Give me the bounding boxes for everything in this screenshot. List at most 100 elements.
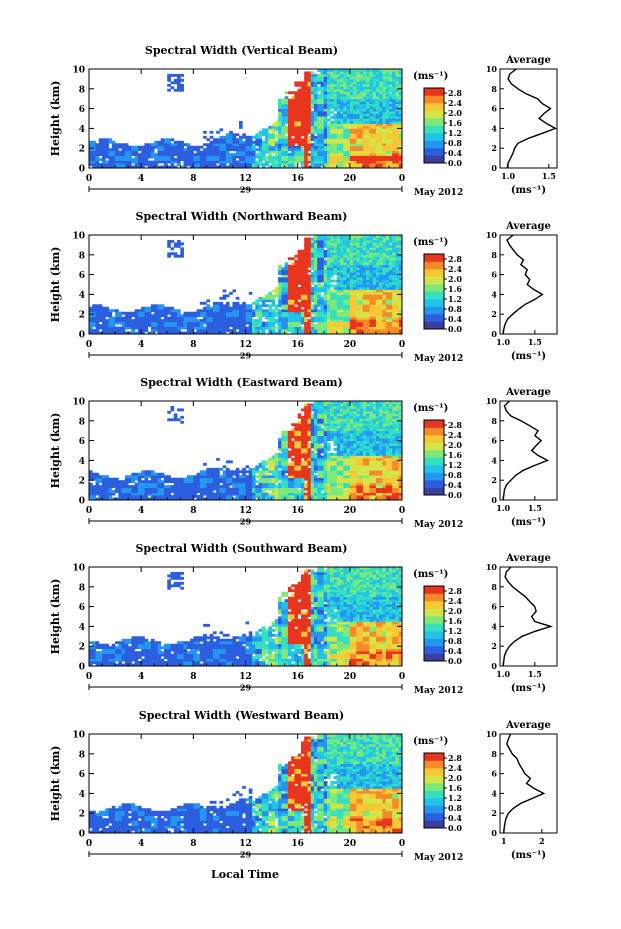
heatmap-cell bbox=[372, 326, 377, 330]
heatmap-cell bbox=[154, 490, 158, 493]
heatmap-cell bbox=[359, 91, 364, 95]
heatmap-cell bbox=[124, 153, 129, 157]
heatmap-cell bbox=[177, 485, 181, 489]
heatmap-cell bbox=[362, 138, 367, 142]
heatmap-cell bbox=[317, 321, 321, 325]
heatmap-cell bbox=[356, 118, 361, 122]
heatmap-cell bbox=[177, 495, 181, 498]
heatmap-cell bbox=[248, 467, 253, 471]
heatmap-cell bbox=[300, 148, 305, 152]
heatmap-cell bbox=[340, 311, 344, 315]
heatmap-cell bbox=[268, 291, 272, 295]
heatmap-cell bbox=[193, 331, 197, 335]
heatmap-cell bbox=[225, 306, 230, 310]
heatmap-cell bbox=[388, 128, 393, 132]
heatmap-cell bbox=[284, 138, 289, 142]
heatmap-cell bbox=[313, 160, 318, 164]
x-tick-label: 8 bbox=[190, 340, 196, 350]
heatmap-cell bbox=[336, 291, 341, 295]
heatmap-cell bbox=[343, 106, 347, 110]
heatmap-cell bbox=[369, 239, 374, 243]
heatmap-cell bbox=[372, 311, 377, 315]
heatmap-cell bbox=[336, 274, 341, 278]
heatmap-cell bbox=[222, 329, 227, 332]
heatmap-cell bbox=[304, 153, 308, 157]
heatmap-cell bbox=[362, 321, 367, 325]
heatmap-cell bbox=[388, 272, 393, 276]
heatmap-cell bbox=[248, 326, 253, 330]
y-axis-label: Height (km) bbox=[49, 247, 62, 323]
heatmap-cell bbox=[307, 155, 312, 159]
heatmap-cell bbox=[294, 269, 299, 273]
heatmap-cell bbox=[248, 291, 253, 295]
heatmap-cell bbox=[141, 480, 145, 484]
heatmap-cell bbox=[379, 244, 383, 248]
heatmap-cell bbox=[170, 150, 175, 154]
heatmap-cell bbox=[291, 262, 295, 266]
heatmap-cell bbox=[271, 128, 276, 132]
heatmap-cell bbox=[366, 286, 370, 290]
heatmap-cell bbox=[388, 289, 393, 293]
heatmap-cell bbox=[340, 113, 344, 117]
heatmap-cell bbox=[190, 321, 194, 325]
heatmap-cell bbox=[307, 301, 312, 305]
heatmap-cell bbox=[362, 239, 367, 243]
heatmap-cell bbox=[333, 160, 338, 164]
heatmap-cell bbox=[294, 111, 299, 114]
heatmap-cell bbox=[89, 319, 93, 323]
heatmap-cell bbox=[346, 269, 351, 273]
heatmap-cell bbox=[278, 286, 282, 290]
heatmap-cell bbox=[317, 101, 321, 105]
heatmap-cell bbox=[268, 321, 272, 325]
heatmap-cell bbox=[186, 475, 191, 479]
heatmap-cell bbox=[310, 96, 315, 100]
heatmap-cell bbox=[137, 309, 142, 313]
heatmap-cell bbox=[248, 138, 253, 142]
heatmap-cell bbox=[356, 306, 361, 310]
colorbar: 0.00.40.81.21.62.02.42.8 bbox=[423, 87, 462, 168]
heatmap-cell bbox=[206, 495, 211, 498]
heatmap-cell bbox=[252, 160, 256, 164]
heatmap-cell bbox=[320, 254, 325, 258]
heatmap-cell bbox=[216, 319, 220, 323]
heatmap-cell bbox=[388, 269, 393, 273]
heatmap-cell bbox=[307, 111, 312, 114]
heatmap-cell bbox=[336, 306, 341, 310]
heatmap-cell bbox=[366, 81, 370, 85]
heatmap-cell bbox=[323, 311, 328, 315]
heatmap-cell bbox=[330, 140, 334, 144]
heatmap-cell bbox=[291, 306, 295, 310]
heatmap-cell bbox=[222, 160, 227, 164]
heatmap-cell bbox=[375, 254, 380, 258]
heatmap-cell bbox=[304, 96, 308, 100]
heatmap-cell bbox=[274, 321, 279, 325]
y-tick-label: 6 bbox=[79, 271, 85, 281]
heatmap-cell bbox=[382, 120, 387, 124]
heatmap-cell bbox=[317, 145, 321, 149]
heatmap-cell bbox=[398, 106, 403, 110]
heatmap-cell bbox=[147, 475, 152, 479]
heatmap-cell bbox=[343, 326, 347, 330]
heatmap-cell bbox=[359, 81, 364, 85]
heatmap-cell bbox=[225, 460, 230, 464]
heatmap-cell bbox=[294, 153, 299, 157]
heatmap-cell bbox=[170, 86, 175, 90]
heatmap-cell bbox=[300, 133, 305, 137]
heatmap-cell bbox=[95, 150, 100, 154]
heatmap-cell bbox=[330, 309, 334, 313]
heatmap-cell bbox=[105, 326, 109, 330]
heatmap-cell bbox=[343, 235, 347, 238]
heatmap-cell bbox=[317, 103, 321, 107]
heatmap-cell bbox=[170, 497, 175, 501]
heatmap-cell bbox=[284, 145, 289, 149]
heatmap-cell bbox=[398, 116, 403, 119]
heatmap-cell bbox=[222, 331, 227, 335]
heatmap-cell bbox=[102, 492, 106, 496]
heatmap-cell bbox=[372, 76, 377, 80]
heatmap-cell bbox=[313, 96, 318, 100]
heatmap-cell bbox=[278, 284, 282, 288]
heatmap-cell bbox=[225, 316, 230, 320]
heatmap-cell bbox=[173, 326, 178, 330]
heatmap-cell bbox=[160, 319, 165, 323]
heatmap-cell bbox=[343, 113, 347, 117]
